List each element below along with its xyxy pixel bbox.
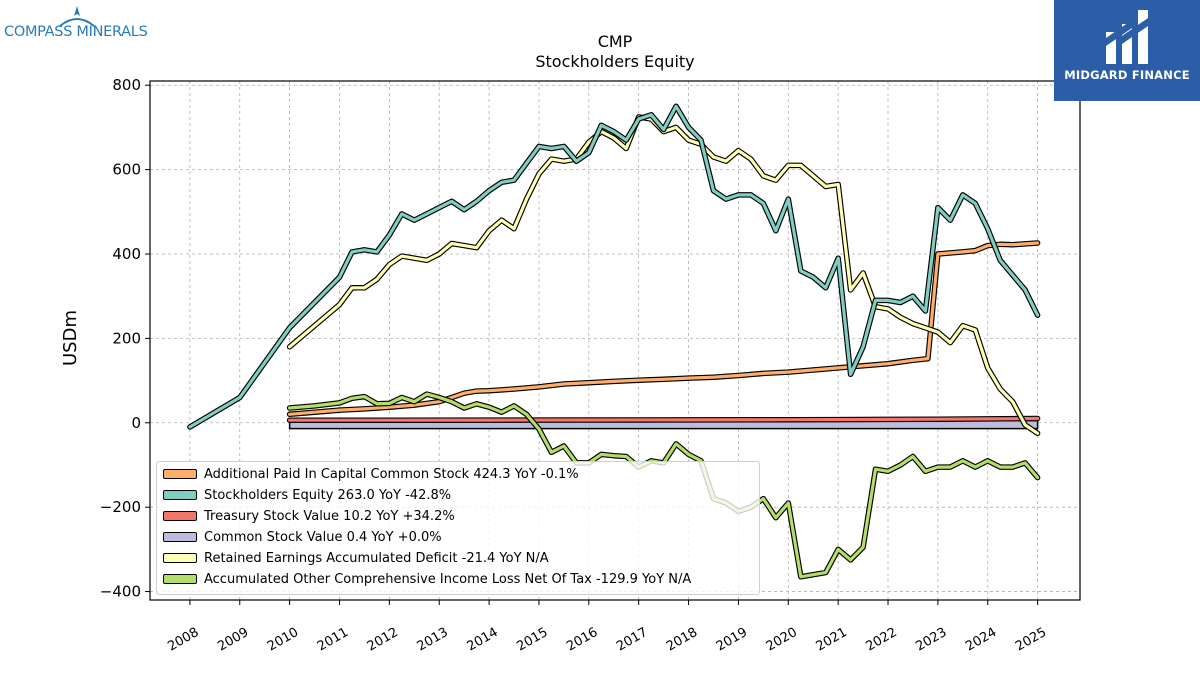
x-tick-label: 2025 — [1013, 625, 1049, 655]
x-tick-label: 2019 — [714, 625, 750, 655]
x-tick-label: 2011 — [315, 625, 351, 655]
x-tick-label: 2020 — [764, 625, 800, 655]
legend-swatch-retained — [163, 553, 197, 563]
compass-logo-text: COMPASS MINERALS — [4, 24, 148, 40]
plot-area — [187, 103, 1041, 580]
legend-label-apic: Additional Paid In Capital Common Stock … — [204, 466, 579, 482]
series-retained-outline — [286, 114, 1041, 437]
plot-frame — [149, 80, 1081, 601]
compass-star-icon — [59, 6, 95, 27]
chart-legend: Additional Paid In Capital Common Stock … — [156, 461, 760, 595]
x-tick-label: 2017 — [614, 625, 650, 655]
chart-title: CMP — [597, 32, 633, 51]
legend-item-common: Common Stock Value 0.4 YoY +0.0% — [163, 527, 442, 547]
legend-label-common: Common Stock Value 0.4 YoY +0.0% — [204, 529, 442, 545]
legend-label-retained: Retained Earnings Accumulated Deficit -2… — [204, 550, 549, 566]
legend-item-aoci: Accumulated Other Comprehensive Income L… — [163, 569, 691, 589]
legend-swatch-equity — [163, 490, 197, 500]
series-apic-line — [288, 241, 1040, 416]
x-tick-label: 2016 — [564, 625, 600, 655]
midgard-finance-logo: MIDGARD FINANCE — [1054, 0, 1200, 101]
legend-item-apic: Additional Paid In Capital Common Stock … — [163, 464, 579, 484]
legend-label-aoci: Accumulated Other Comprehensive Income L… — [204, 571, 692, 587]
legend-label-equity: Stockholders Equity 263.0 YoY -42.8% — [204, 487, 452, 503]
series-retained-line — [288, 115, 1040, 435]
x-tick-label: 2024 — [963, 625, 999, 655]
y-tick-label: −400 — [100, 583, 141, 601]
x-tick-label: 2015 — [514, 625, 550, 655]
y-tick-label: 800 — [112, 76, 141, 94]
compass-minerals-logo: COMPASS MINERALS — [4, 6, 154, 52]
x-tick-label: 2021 — [814, 625, 850, 655]
legend-swatch-treasury — [163, 511, 197, 521]
series-aoci-line — [288, 392, 1040, 579]
y-axis-label: USDm — [60, 310, 81, 366]
y-tick-label: 0 — [131, 414, 141, 432]
series-layer — [187, 103, 1041, 580]
legend-item-equity: Stockholders Equity 263.0 YoY -42.8% — [163, 485, 451, 505]
x-tick-label: 2012 — [365, 625, 401, 655]
midgard-mark-icon — [1106, 10, 1148, 64]
legend-item-treasury: Treasury Stock Value 10.2 YoY +34.2% — [163, 506, 455, 526]
x-tick-label: 2022 — [863, 625, 899, 655]
y-tick-label: −200 — [100, 498, 141, 516]
x-tick-label: 2013 — [415, 625, 451, 655]
y-tick-label: 400 — [112, 245, 141, 263]
y-tick-label: 600 — [112, 161, 141, 179]
legend-item-retained: Retained Earnings Accumulated Deficit -2… — [163, 548, 549, 568]
chart-subtitle: Stockholders Equity — [535, 52, 695, 71]
legend-swatch-apic — [163, 469, 197, 479]
x-tick-label: 2009 — [215, 625, 251, 655]
x-tick-label: 2008 — [165, 625, 201, 655]
x-tick-label: 2023 — [913, 625, 949, 655]
legend-swatch-common — [163, 532, 197, 542]
x-tick-label: 2010 — [265, 625, 301, 655]
x-tick-label: 2014 — [465, 625, 501, 655]
x-tick-label: 2018 — [664, 625, 700, 655]
y-tick-label: 200 — [112, 329, 141, 347]
x-axis: 2008 2009 2010 2011 2012 2013 2014 2015 2016 2017… — [165, 600, 1049, 654]
series-equity-line — [188, 104, 1040, 429]
midgard-logo-text: MIDGARD FINANCE — [1064, 68, 1190, 82]
y-axis: 800 600 400 200 0 −200 −400 — [100, 76, 150, 601]
legend-swatch-aoci — [163, 574, 197, 584]
legend-label-treasury: Treasury Stock Value 10.2 YoY +34.2% — [204, 508, 455, 524]
series-treasury-line — [288, 416, 1040, 422]
